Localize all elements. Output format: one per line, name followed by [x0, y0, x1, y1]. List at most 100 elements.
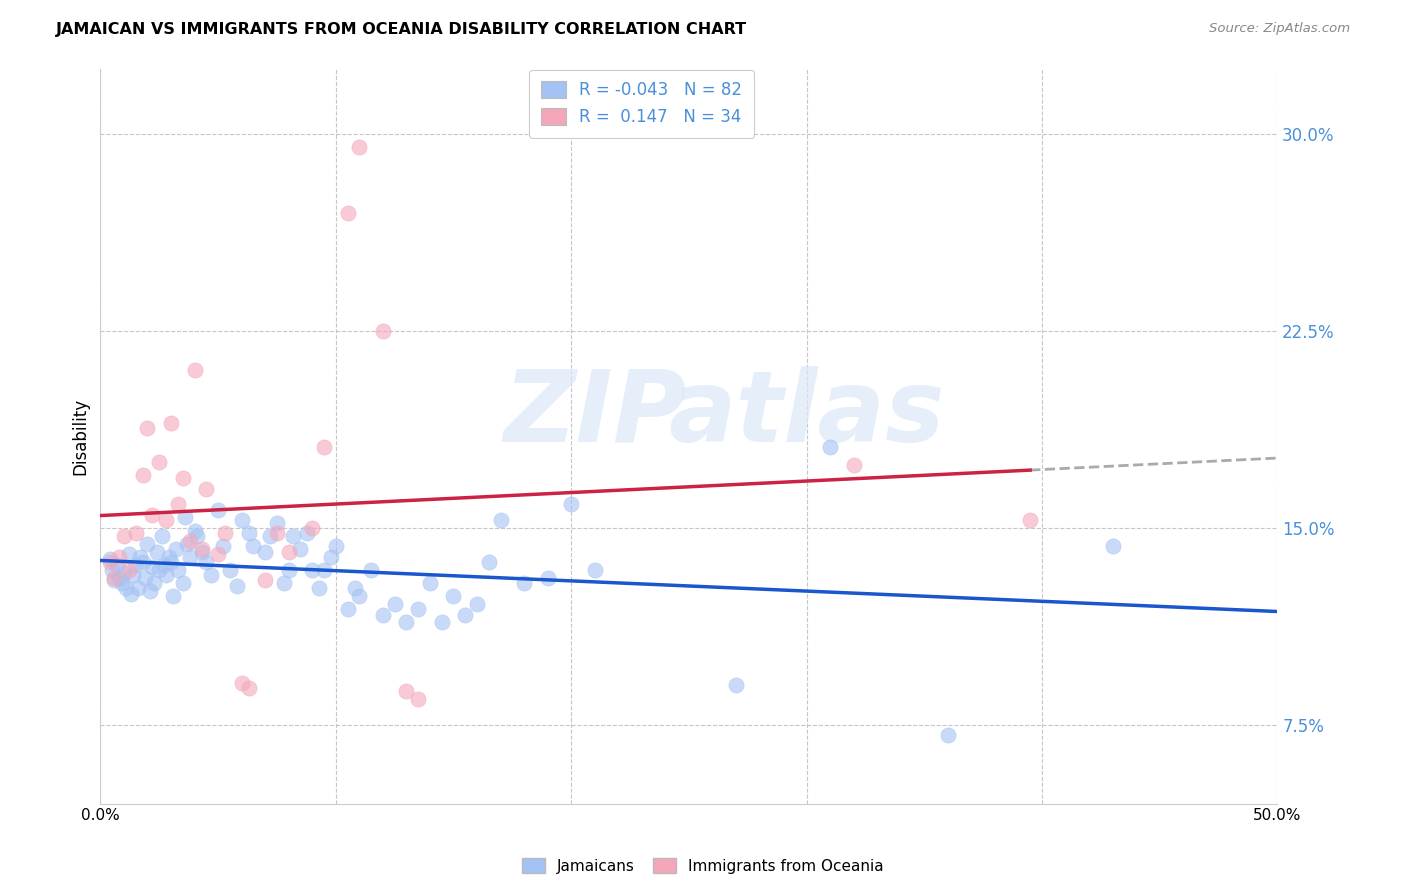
Text: atlas: atlas — [668, 366, 945, 463]
Point — [231, 676, 253, 690]
Point — [724, 678, 747, 692]
Point — [301, 563, 323, 577]
Point — [143, 576, 166, 591]
Point — [225, 579, 247, 593]
Point — [259, 529, 281, 543]
Point — [132, 468, 155, 483]
Point — [98, 552, 121, 566]
Point — [200, 568, 222, 582]
Point — [242, 539, 264, 553]
Point — [148, 455, 170, 469]
Point — [536, 571, 558, 585]
Point — [117, 547, 139, 561]
Point — [141, 508, 163, 522]
Point — [384, 597, 406, 611]
Point — [583, 563, 606, 577]
Point — [312, 440, 335, 454]
Point — [150, 529, 173, 543]
Legend: R = -0.043   N = 82, R =  0.147   N = 34: R = -0.043 N = 82, R = 0.147 N = 34 — [530, 70, 754, 137]
Text: ZIP: ZIP — [503, 366, 686, 463]
Point — [172, 576, 194, 591]
Point — [842, 458, 865, 472]
Point — [301, 521, 323, 535]
Point — [132, 555, 155, 569]
Point — [406, 602, 429, 616]
Point — [195, 555, 218, 569]
Point — [283, 529, 305, 543]
Point — [277, 563, 299, 577]
Point — [211, 539, 233, 553]
Point — [308, 582, 330, 596]
Point — [1101, 539, 1123, 553]
Point — [120, 586, 142, 600]
Text: JAMAICAN VS IMMIGRANTS FROM OCEANIA DISABILITY CORRELATION CHART: JAMAICAN VS IMMIGRANTS FROM OCEANIA DISA… — [56, 22, 748, 37]
Point — [167, 563, 190, 577]
Point — [336, 602, 359, 616]
Point — [290, 541, 312, 556]
Point — [190, 544, 212, 558]
Point — [129, 549, 152, 564]
Point — [115, 582, 138, 596]
Point — [273, 576, 295, 591]
Point — [371, 324, 394, 338]
Point — [174, 510, 197, 524]
Point — [134, 571, 156, 585]
Point — [124, 526, 146, 541]
Point — [157, 549, 180, 564]
Point — [103, 571, 125, 585]
Point — [277, 544, 299, 558]
Point — [238, 681, 260, 695]
Point — [162, 589, 184, 603]
Point — [465, 597, 488, 611]
Point — [312, 563, 335, 577]
Point — [478, 555, 501, 569]
Point — [360, 563, 382, 577]
Point — [139, 584, 162, 599]
Point — [336, 206, 359, 220]
Point — [127, 582, 149, 596]
Point — [214, 526, 236, 541]
Point — [371, 607, 394, 622]
Point — [172, 471, 194, 485]
Point — [560, 497, 582, 511]
Point — [167, 497, 190, 511]
Point — [153, 558, 176, 572]
Point — [325, 539, 347, 553]
Point — [349, 589, 371, 603]
Point — [489, 513, 512, 527]
Point — [110, 576, 132, 591]
Point — [254, 574, 277, 588]
Point — [430, 615, 453, 630]
Point — [179, 534, 201, 549]
Point — [186, 529, 208, 543]
Point — [343, 582, 366, 596]
Point — [117, 563, 139, 577]
Point — [319, 549, 342, 564]
Point — [160, 416, 183, 430]
Point — [218, 563, 240, 577]
Point — [190, 541, 212, 556]
Text: Source: ZipAtlas.com: Source: ZipAtlas.com — [1209, 22, 1350, 36]
Point — [176, 537, 198, 551]
Point — [266, 516, 288, 530]
Point — [266, 526, 288, 541]
Point — [108, 549, 131, 564]
Point — [112, 529, 135, 543]
Point — [160, 555, 183, 569]
Point — [155, 568, 177, 582]
Y-axis label: Disability: Disability — [72, 398, 89, 475]
Point — [454, 607, 477, 622]
Point — [155, 513, 177, 527]
Point — [238, 526, 260, 541]
Point — [108, 571, 131, 585]
Legend: Jamaicans, Immigrants from Oceania: Jamaicans, Immigrants from Oceania — [516, 852, 890, 880]
Point — [297, 526, 319, 541]
Point — [195, 482, 218, 496]
Point — [207, 502, 229, 516]
Point — [124, 558, 146, 572]
Point — [98, 555, 121, 569]
Point — [1019, 513, 1042, 527]
Point — [105, 558, 128, 572]
Point — [349, 140, 371, 154]
Point — [254, 544, 277, 558]
